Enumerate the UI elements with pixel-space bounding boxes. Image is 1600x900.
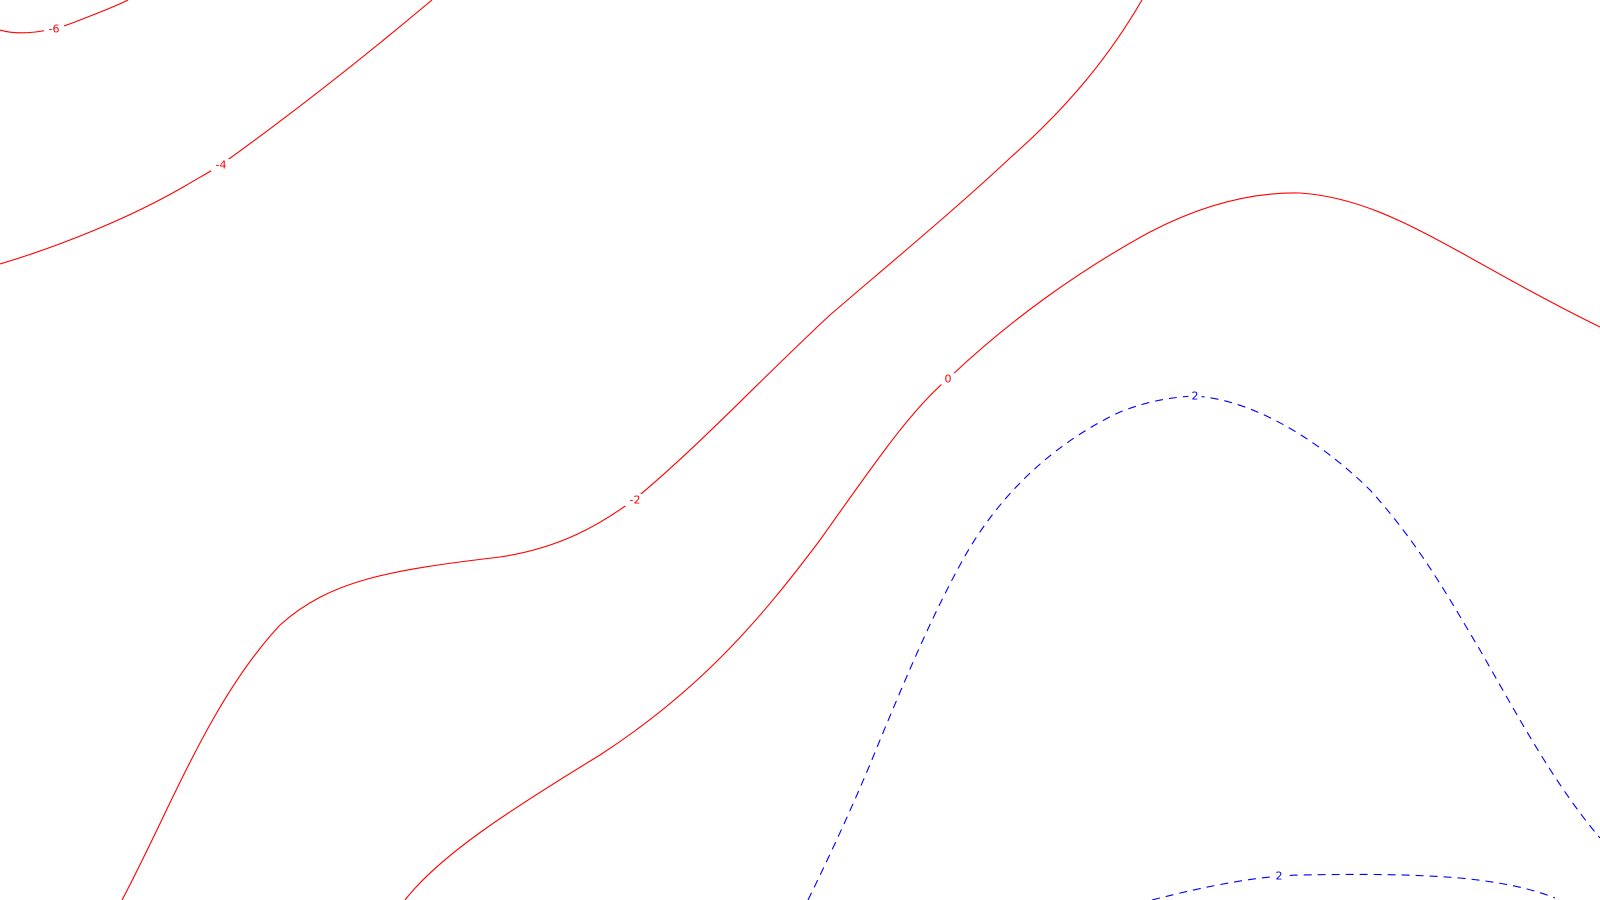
contour-label-0-3: 0 xyxy=(945,373,952,386)
contour-label-bg-2-5 xyxy=(1272,870,1286,882)
contour-label-neg2-2: -2 xyxy=(630,494,641,507)
contour-line-neg4-1 xyxy=(0,0,433,265)
contour-line-2-4 xyxy=(807,395,1600,900)
contour-line-0-3 xyxy=(404,192,1600,900)
contour-label-bg-2-4 xyxy=(1188,390,1202,402)
contour-label-neg4-1: -4 xyxy=(216,159,227,172)
contour-label-bg-neg6-0 xyxy=(44,23,64,35)
contour-label-neg6-0: -6 xyxy=(49,23,60,36)
contour-label-bg-neg2-2 xyxy=(625,494,645,506)
contour-line-neg6-0 xyxy=(0,0,129,34)
contour-line-2-5 xyxy=(1151,873,1556,900)
contour-label-2-5: 2 xyxy=(1276,870,1283,883)
contour-label-2-4: 2 xyxy=(1192,390,1199,403)
contour-label-bg-neg4-1 xyxy=(211,159,231,171)
contour-line-neg2-2 xyxy=(121,0,1143,900)
contour-label-bg-0-3 xyxy=(941,373,955,385)
